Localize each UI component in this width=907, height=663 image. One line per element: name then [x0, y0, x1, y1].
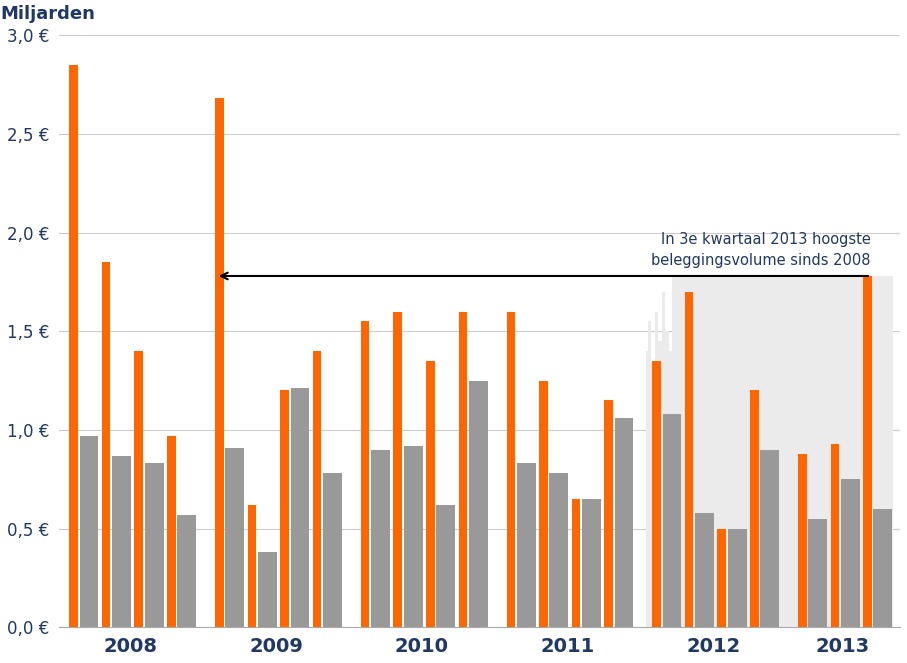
Bar — [426, 361, 434, 627]
Text: In 3e kwartaal 2013 hoogste
beleggingsvolume sinds 2008: In 3e kwartaal 2013 hoogste beleggingsvo… — [651, 232, 871, 268]
Bar — [582, 499, 600, 627]
Bar — [248, 505, 256, 627]
Bar — [112, 455, 131, 627]
Bar — [663, 414, 681, 627]
Bar — [604, 400, 613, 627]
Bar — [436, 505, 455, 627]
Bar — [841, 479, 860, 627]
Bar — [550, 473, 569, 627]
Bar — [760, 450, 779, 627]
Bar — [831, 444, 839, 627]
Bar — [873, 509, 892, 627]
Bar — [69, 65, 78, 627]
Bar — [80, 436, 99, 627]
Bar — [808, 518, 827, 627]
Bar — [178, 514, 196, 627]
Bar — [215, 98, 224, 627]
Text: Miljarden: Miljarden — [0, 5, 95, 23]
Bar — [717, 528, 726, 627]
Bar — [506, 312, 515, 627]
Polygon shape — [647, 276, 893, 627]
Bar — [102, 262, 111, 627]
Bar — [685, 292, 694, 627]
Bar — [371, 450, 390, 627]
Bar — [695, 513, 714, 627]
Bar — [517, 463, 536, 627]
Bar — [313, 351, 321, 627]
Bar — [571, 499, 580, 627]
Bar — [394, 312, 402, 627]
Bar — [615, 418, 633, 627]
Bar — [258, 552, 277, 627]
Bar — [323, 473, 342, 627]
Bar — [459, 312, 467, 627]
Bar — [798, 453, 806, 627]
Bar — [361, 322, 369, 627]
Bar — [404, 446, 423, 627]
Bar — [863, 276, 872, 627]
Bar — [145, 463, 163, 627]
Bar — [469, 381, 488, 627]
Bar — [290, 389, 309, 627]
Bar — [539, 381, 548, 627]
Bar — [167, 436, 176, 627]
Bar — [225, 448, 244, 627]
Bar — [727, 528, 746, 627]
Bar — [134, 351, 143, 627]
Bar — [652, 361, 661, 627]
Bar — [280, 391, 288, 627]
Bar — [750, 391, 758, 627]
